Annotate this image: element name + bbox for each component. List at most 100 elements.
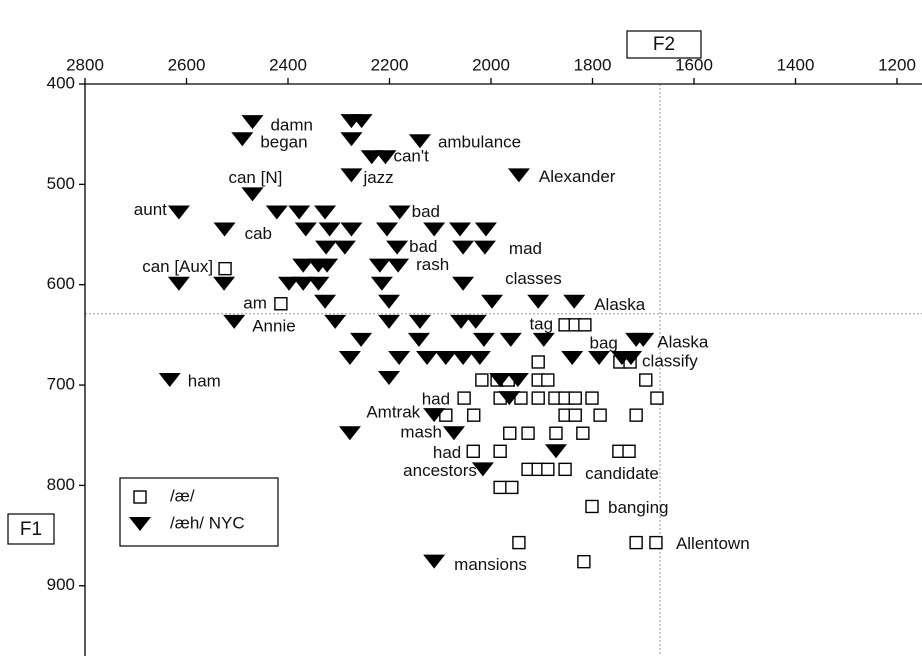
triangle-marker [386,240,409,255]
triangle-marker [471,462,494,477]
point-label: am [243,293,267,312]
triangle-marker [377,371,400,386]
square-marker [629,535,643,550]
triangle-marker [452,276,475,291]
triangle-marker [388,205,411,220]
triangle-marker [213,276,236,291]
triangle-marker [388,350,411,365]
triangle-marker [265,205,288,220]
triangle-marker [231,132,254,147]
triangle-marker [292,258,315,273]
triangle-marker [318,222,341,237]
square-marker [639,373,653,387]
square-marker [650,391,664,405]
x-tick-label: 2000 [472,55,510,74]
triangle-marker [350,332,373,347]
square-marker [593,408,607,422]
point-label: damn [270,116,313,135]
triangle-marker [481,294,504,309]
x-tick-label: 2400 [269,55,307,74]
y-tick-label: 700 [47,375,75,394]
square-marker [576,426,590,440]
triangle-marker [464,314,487,329]
triangle-marker [374,150,397,165]
triangle-marker [241,115,264,130]
legend-label: /æ/ [170,486,195,505]
triangle-marker [408,134,431,149]
triangle-marker [474,222,497,237]
legend-marker [129,517,151,531]
point-label: can't [393,147,429,166]
triangle-marker [340,222,363,237]
square-marker [568,408,582,422]
triangle-marker [563,294,586,309]
triangle-marker [507,168,530,183]
square-marker [475,373,489,387]
point-label: can [Aux] [142,257,213,276]
square-marker [218,261,232,276]
point-label: classes [505,269,562,288]
triangle-marker [498,391,521,406]
square-marker [466,444,480,458]
point-label: banging [608,498,669,517]
triangle-marker [407,332,430,347]
triangle-marker [278,276,301,291]
legend-marker [133,490,147,504]
triangle-marker [423,222,446,237]
y-tick-label: 600 [47,274,75,293]
point-label: Alaska [594,295,646,314]
square-marker [439,408,453,422]
point-label: mash [400,423,442,442]
square-marker [514,391,528,405]
triangle-marker [416,350,439,365]
square-marker [558,462,572,477]
y-label-box [7,513,55,545]
square-marker [649,535,663,550]
point-label: candidate [585,464,659,483]
point-label: can [N] [228,168,282,187]
square-marker [503,426,517,440]
point-label: ham [188,372,221,391]
point-label: had [433,443,461,462]
point-label: aunt [134,200,167,219]
triangle-marker [473,240,496,255]
triangle-marker [340,168,363,183]
square-marker [541,373,555,387]
triangle-marker [450,314,473,329]
triangle-marker [158,373,181,388]
point-label: rash [416,255,449,274]
square-marker [577,554,591,569]
square-marker [585,499,599,514]
legend-label: /æh/ NYC [170,513,245,532]
x-tick-label: 2200 [371,55,409,74]
square-marker [622,444,636,458]
triangle-marker [468,350,491,365]
x-label-box [626,30,702,59]
triangle-marker [620,350,643,365]
square-marker [568,391,582,405]
triangle-marker [452,350,475,365]
triangle-marker [340,132,363,147]
triangle-marker [314,205,337,220]
point-label: Annie [252,316,295,335]
square-marker [541,462,555,477]
square-marker [512,535,526,550]
square-marker [493,480,507,495]
point-label: bad [412,202,440,221]
triangle-marker [423,554,446,569]
triangle-marker [423,408,446,423]
square-marker [531,391,545,405]
point-label: Allentown [676,534,750,553]
point-label: bag [590,333,618,352]
triangle-marker [368,258,391,273]
triangle-marker [377,314,400,329]
square-marker [467,408,481,422]
triangle-marker [350,114,373,129]
triangle-marker [316,258,339,273]
square-marker [521,426,535,440]
x-tick-label: 2600 [168,55,206,74]
point-label: tag [529,314,553,333]
triangle-marker [167,276,190,291]
point-label: had [422,390,450,409]
